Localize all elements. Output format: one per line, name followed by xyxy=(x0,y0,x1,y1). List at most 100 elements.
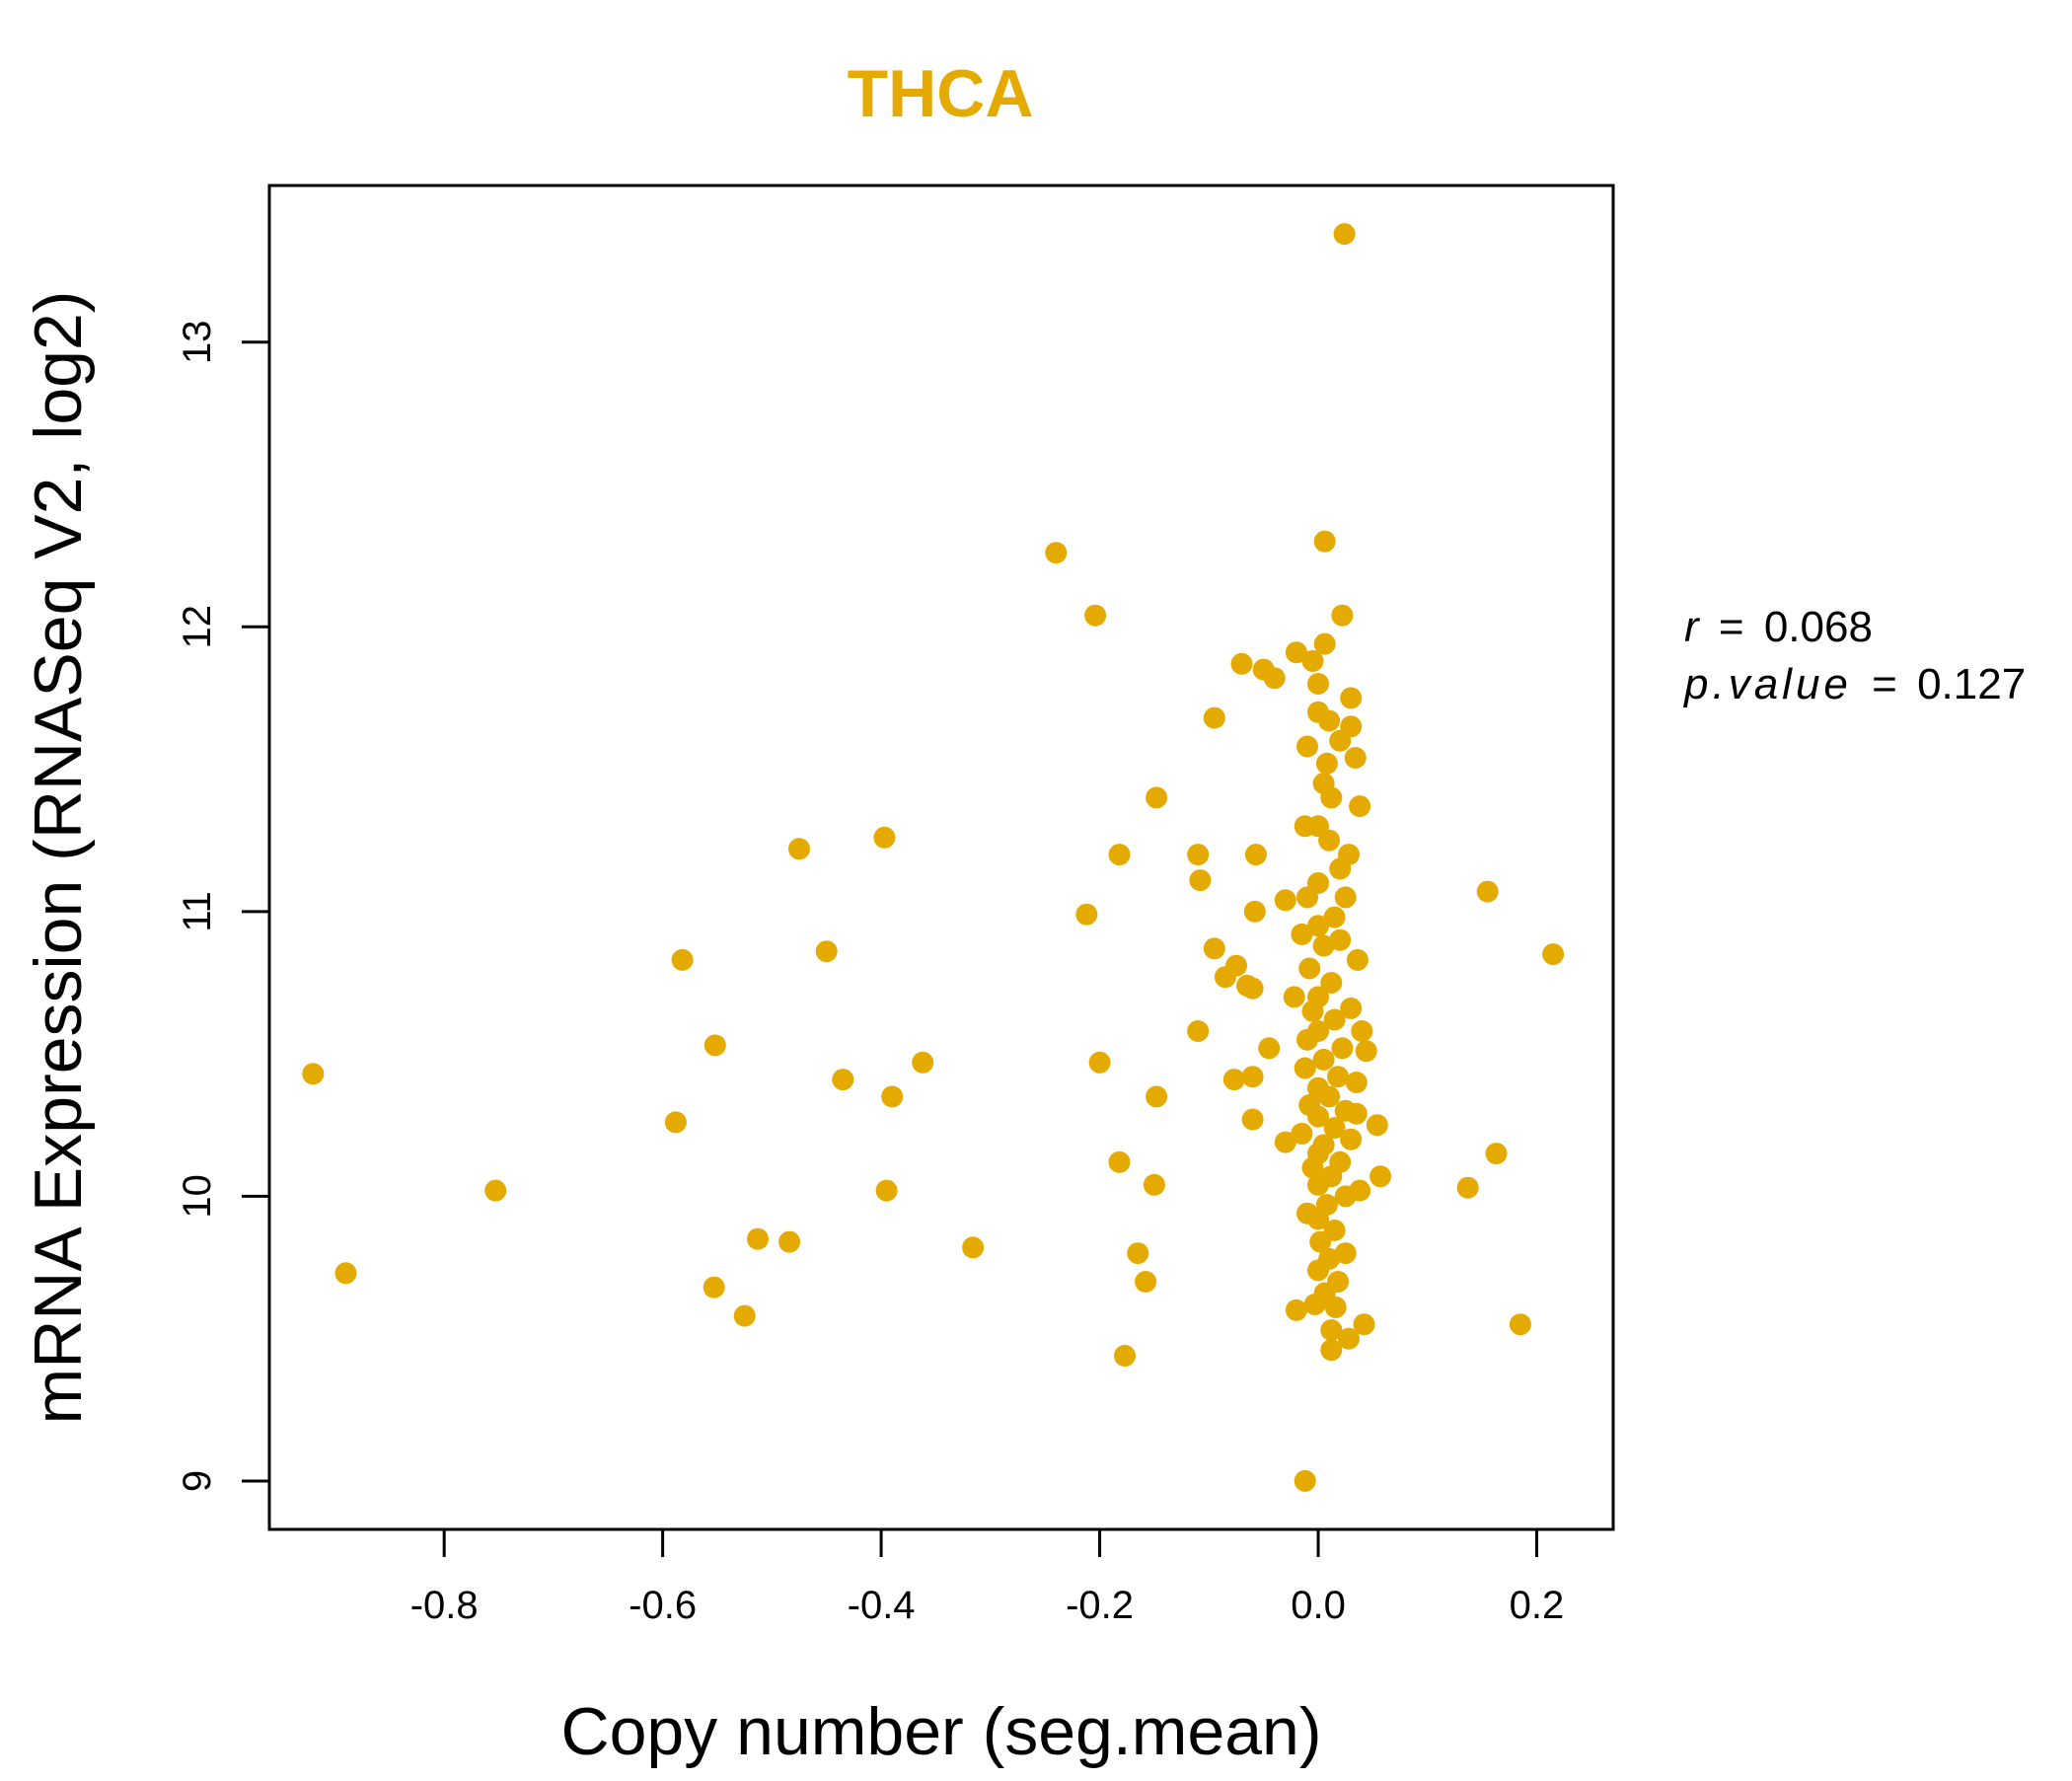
stats-annotation: r = 0.068 p.value = 0.127 xyxy=(1682,603,2026,708)
r-equals: = xyxy=(1719,603,1744,651)
data-point xyxy=(1135,1271,1157,1293)
r-annotation: r = 0.068 xyxy=(1684,603,1873,651)
data-point xyxy=(1084,604,1107,627)
data-point xyxy=(1338,1327,1360,1350)
x-tick-label: 0.0 xyxy=(1291,1584,1346,1627)
y-tick-label: 9 xyxy=(176,1470,219,1492)
data-point xyxy=(1329,928,1352,951)
data-point xyxy=(1312,934,1335,957)
data-point xyxy=(1243,900,1266,923)
data-point xyxy=(1320,1339,1343,1362)
data-point xyxy=(1108,844,1131,866)
data-point xyxy=(788,838,810,860)
data-point xyxy=(1307,1208,1329,1230)
plot-frame xyxy=(267,184,1615,1531)
data-point xyxy=(1143,1173,1165,1196)
data-point xyxy=(1340,997,1363,1019)
data-point xyxy=(1088,1051,1111,1074)
y-tick-label: 13 xyxy=(176,320,219,364)
data-point xyxy=(1349,795,1371,818)
x-tick-label: -0.6 xyxy=(629,1584,697,1627)
x-tick-label: -0.4 xyxy=(848,1584,916,1627)
data-point xyxy=(1476,880,1499,903)
data-point xyxy=(1331,604,1354,627)
data-point xyxy=(1146,1085,1168,1108)
data-point xyxy=(1320,786,1343,809)
data-point xyxy=(1323,906,1346,928)
data-point xyxy=(1329,857,1352,880)
data-point xyxy=(1333,223,1356,246)
points-layer xyxy=(302,223,1565,1492)
data-point xyxy=(1301,1000,1324,1022)
data-point xyxy=(1108,1150,1131,1173)
p-annotation: p.value = 0.127 xyxy=(1682,660,2026,708)
data-point xyxy=(302,1063,325,1085)
data-point xyxy=(1345,1072,1368,1093)
data-point xyxy=(1244,844,1267,866)
r-label: r xyxy=(1684,603,1701,651)
data-point xyxy=(1340,687,1363,709)
data-point xyxy=(1334,1185,1357,1208)
data-point xyxy=(1301,649,1324,672)
data-point xyxy=(1075,903,1098,926)
data-point xyxy=(1456,1176,1479,1199)
data-point xyxy=(1351,1020,1373,1042)
data-point xyxy=(1241,1108,1264,1131)
y-axis-label: mRNA Expression (RNASeq V2, log2) xyxy=(21,291,96,1425)
data-point xyxy=(1323,1008,1346,1031)
data-point xyxy=(1285,1299,1307,1321)
data-point xyxy=(1291,923,1313,945)
data-point xyxy=(1296,1028,1318,1051)
data-point xyxy=(1294,1057,1316,1079)
data-point xyxy=(1203,706,1225,729)
x-tick-label: -0.2 xyxy=(1066,1584,1134,1627)
data-point xyxy=(1334,1099,1357,1122)
p-equals: = xyxy=(1872,660,1897,708)
data-point xyxy=(1323,1117,1346,1140)
data-point xyxy=(832,1069,854,1091)
data-point xyxy=(1294,815,1316,838)
data-point xyxy=(1187,1020,1210,1042)
data-point xyxy=(875,1179,898,1202)
data-point xyxy=(1307,1173,1329,1196)
data-point xyxy=(1258,1037,1281,1060)
data-point xyxy=(1509,1313,1531,1336)
data-point xyxy=(1331,1037,1354,1060)
data-point xyxy=(1344,747,1367,769)
data-point xyxy=(1318,829,1341,852)
data-point xyxy=(1369,1165,1392,1188)
data-point xyxy=(733,1304,756,1327)
data-point xyxy=(1274,1131,1296,1153)
data-point xyxy=(1274,889,1296,912)
x-tick-label: 0.2 xyxy=(1510,1584,1565,1627)
p-value: 0.127 xyxy=(1917,660,2026,708)
data-point xyxy=(1291,1122,1313,1145)
data-point xyxy=(1214,966,1236,989)
data-point xyxy=(1127,1242,1149,1265)
data-point xyxy=(1294,1469,1316,1492)
y-tick-label: 10 xyxy=(176,1174,219,1219)
data-point xyxy=(1485,1143,1508,1165)
data-point xyxy=(1309,1230,1332,1253)
x-tick-label: -0.8 xyxy=(410,1584,479,1627)
data-point xyxy=(1327,1066,1349,1088)
data-point xyxy=(1114,1345,1136,1367)
data-point xyxy=(1296,886,1318,909)
data-point xyxy=(1334,1242,1357,1265)
data-point xyxy=(1285,641,1307,664)
x-axis: -0.8 -0.6 -0.4 -0.2 0.0 0.2 xyxy=(410,1527,1565,1627)
chart-title: THCA xyxy=(848,56,1034,131)
data-point xyxy=(1303,1294,1326,1315)
data-point xyxy=(1307,673,1329,695)
data-point xyxy=(1334,886,1357,909)
data-point xyxy=(1320,972,1343,994)
data-point xyxy=(778,1230,801,1253)
y-tick-label: 11 xyxy=(176,891,219,932)
data-point xyxy=(1366,1114,1388,1137)
data-point xyxy=(1353,1313,1375,1336)
data-point xyxy=(703,1276,725,1299)
data-point xyxy=(1329,729,1352,752)
data-point xyxy=(1296,735,1318,758)
